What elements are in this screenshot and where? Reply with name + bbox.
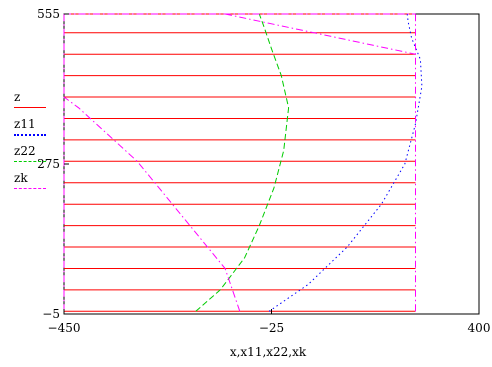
x-tick-label: −450 (48, 321, 81, 335)
legend-item: z22 (14, 144, 54, 171)
legend: z z11 z22 zk (14, 90, 54, 198)
y-tick-label: 275 (37, 157, 60, 171)
legend-label: z22 (14, 144, 36, 158)
legend-swatch (14, 188, 46, 189)
legend-swatch (14, 161, 46, 162)
x-tick-label: −25 (259, 321, 284, 335)
x-axis-label: x,x11,x22,xk (230, 345, 307, 359)
x-ticks: −450 −25 400 (48, 309, 491, 335)
series-zk-line (224, 13, 416, 55)
legend-label: z (14, 90, 21, 104)
legend-swatch (14, 107, 46, 108)
x-tick-label: 400 (468, 321, 491, 335)
y-tick-label: −5 (42, 307, 60, 321)
legend-item: z (14, 90, 54, 117)
legend-swatch (14, 134, 46, 136)
legend-item: zk (14, 171, 54, 198)
legend-label: z11 (14, 117, 36, 131)
y-tick-label: 555 (37, 7, 60, 21)
series-layer (63, 13, 423, 312)
legend-item: z11 (14, 117, 54, 144)
series-z11-line (268, 13, 423, 312)
legend-label: zk (14, 171, 28, 185)
y-ticks: 555 275 −5 (37, 7, 69, 321)
series-zk-line (63, 96, 241, 312)
series-z22-line (195, 13, 290, 312)
